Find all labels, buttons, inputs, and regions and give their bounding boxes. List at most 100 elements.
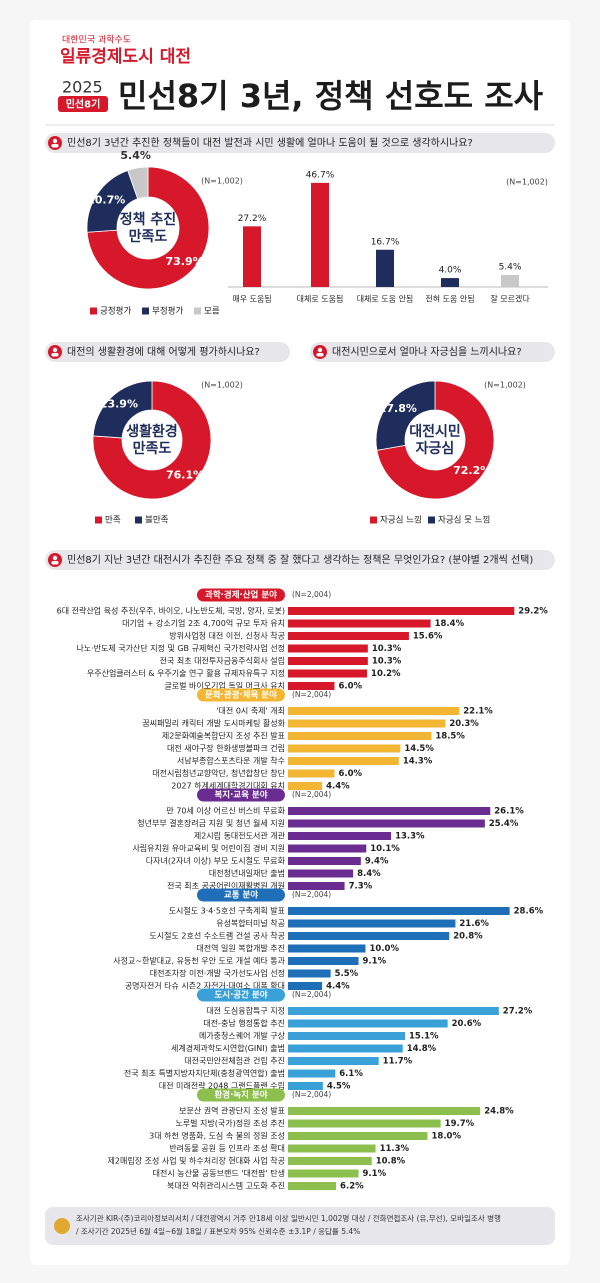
- bar: [288, 1057, 379, 1065]
- policy-label: 제2시립 동대전도서관 개관: [194, 831, 286, 841]
- bar-value-label: 18.5%: [435, 732, 465, 742]
- bar: [288, 1069, 336, 1078]
- bar-value-label: 18.0%: [432, 1132, 462, 1142]
- policy-label: 전국 최초 대전투자금융주식회사 설립: [160, 656, 285, 666]
- year: 2025: [62, 78, 103, 97]
- bar-value-label: 7.3%: [349, 882, 373, 892]
- group-title: 과학·경제·산업 분야: [205, 590, 277, 601]
- legend-label: 자긍심 못 느낌: [438, 515, 490, 526]
- donut-center-label: 대전시민: [409, 423, 461, 440]
- legend-swatch: [194, 307, 201, 315]
- bar-value-label: 6.1%: [339, 1069, 363, 1079]
- sample-note: (N=2,004): [292, 790, 331, 799]
- bar-value-label: 15.6%: [413, 632, 443, 642]
- bar-value-label: 4.4%: [326, 782, 350, 792]
- bar-value-label: 46.7%: [306, 170, 335, 180]
- tagline: 대한민국 과학수도: [62, 35, 131, 46]
- bar-value-label: 10.1%: [370, 844, 400, 854]
- policy-label: 전국 최초 특별지방자치단체(충청광역연합) 출범: [124, 1068, 285, 1078]
- policy-label: 대전-충남 행정통합 추진: [203, 1018, 285, 1028]
- bar: [288, 919, 456, 928]
- bar: [288, 1157, 372, 1165]
- question-banner: [45, 133, 555, 153]
- question-icon-body: [51, 561, 59, 565]
- bar: [288, 882, 345, 890]
- bar: [288, 657, 368, 665]
- bar: [288, 1144, 376, 1153]
- policy-label: 꿈씨패밀리 캐릭터 개발 도시마케팅 활성화: [142, 718, 285, 728]
- policy-label: 북대전 악취관리시스템 고도화 추진: [167, 1181, 285, 1191]
- sample-note: (N=2,004): [292, 990, 331, 999]
- donut-center-label: 정책 추진: [120, 211, 176, 228]
- policy-label: 유성복합터미널 착공: [216, 919, 285, 928]
- policy-label: 6대 전략산업 육성 추진(우주, 바이오, 나노반도체, 국방, 양자, 로봇…: [57, 606, 285, 616]
- bar: [288, 744, 401, 753]
- bar-value-label: 9.1%: [363, 1169, 387, 1179]
- donut-slice: [376, 380, 495, 500]
- policy-label: 서남부종합스포츠타운 개발 착수: [177, 756, 285, 766]
- sample-note: (N=2,004): [292, 690, 331, 699]
- bar: [288, 1007, 499, 1015]
- policy-label: 대전 새야구장 한화생명볼파크 건립: [167, 743, 285, 753]
- bar-value-label: 10.3%: [372, 657, 402, 667]
- bar-value-label: 19.7%: [445, 1119, 475, 1129]
- legend-label: 자긍심 느낌: [380, 515, 422, 526]
- question-icon-head: [317, 347, 323, 353]
- bar-value-label: 4.0%: [439, 266, 462, 276]
- bar-value-label: 8.4%: [357, 869, 381, 879]
- donut-value-label: 76.1%: [166, 468, 204, 481]
- donut-center-label: 생활환경: [126, 423, 178, 440]
- group-pill: [197, 888, 285, 902]
- bar-value-label: 10.0%: [370, 944, 400, 954]
- bar: [288, 707, 460, 715]
- question-banner: [310, 342, 555, 362]
- bar-value-label: 11.7%: [383, 1057, 413, 1067]
- question-banner: [45, 550, 555, 570]
- donut-value-label: 72.2%: [453, 464, 491, 477]
- donut-center-label: 만족도: [133, 441, 172, 457]
- policy-label: 대전역 일원 복합개발 추진: [196, 943, 285, 953]
- footer-icon: [54, 1218, 70, 1234]
- policy-label: 대전 미래전략 2048 그랜드플랜 수립: [159, 1081, 285, 1091]
- bar-value-label: 5.5%: [335, 969, 359, 979]
- panel: [30, 20, 570, 1265]
- bar-value-label: 14.3%: [403, 757, 433, 767]
- bar-value-label: 6.2%: [340, 1182, 364, 1192]
- bar: [288, 1169, 359, 1178]
- policy-label: 대전시 농산물 공동브랜드 '대전팜' 탄생: [153, 1168, 285, 1178]
- group-pill: [197, 788, 285, 802]
- policy-label: 글로벌 바이오기업 독일 머크사 유치: [164, 681, 285, 691]
- question-icon-head: [52, 555, 58, 561]
- x-tick-label: 전혀 도움 안됨: [425, 294, 474, 304]
- policy-label: 대전조차장 이전·개발 국가선도사업 선정: [150, 968, 285, 978]
- group-pill: [197, 988, 285, 1002]
- bar-value-label: 11.3%: [380, 1144, 410, 1154]
- bar: [288, 632, 409, 640]
- legend-label: 불만족: [145, 515, 169, 526]
- bar: [288, 907, 510, 915]
- bar-value-label: 10.3%: [372, 644, 402, 654]
- bar-value-label: 4.4%: [326, 982, 350, 992]
- bar-value-label: 20.6%: [452, 1019, 482, 1029]
- donut-value-label: 73.9%: [165, 255, 203, 268]
- x-tick-label: 대체로 도움됨: [297, 294, 344, 304]
- policy-label: 노루벌 지방(국가)정원 조성 추진: [175, 1118, 285, 1128]
- bar-value-label: 16.7%: [371, 237, 400, 247]
- policy-label: 3대 하천 명품화, 도심 속 물의 정원 조성: [149, 1131, 285, 1141]
- policy-label: 전국 최초 공공어린이재활병원 개원: [167, 881, 285, 891]
- x-tick-label: 잘 모르겠다: [490, 294, 530, 304]
- bar: [501, 274, 519, 287]
- bar: [288, 644, 368, 653]
- group-title: 도시·공간 분야: [214, 990, 267, 1001]
- donut-value-label: 23.9%: [100, 398, 138, 411]
- bar-value-label: 27.2%: [238, 214, 267, 224]
- legend-swatch: [135, 516, 142, 524]
- bar: [288, 1082, 323, 1090]
- bar: [288, 844, 367, 853]
- donut-value-label: 27.8%: [379, 402, 417, 415]
- bar-value-label: 27.2%: [503, 1007, 533, 1017]
- bar-value-label: 26.1%: [494, 807, 524, 817]
- donut-slice: [92, 380, 153, 439]
- group-title: 복지·교육 분야: [214, 790, 267, 801]
